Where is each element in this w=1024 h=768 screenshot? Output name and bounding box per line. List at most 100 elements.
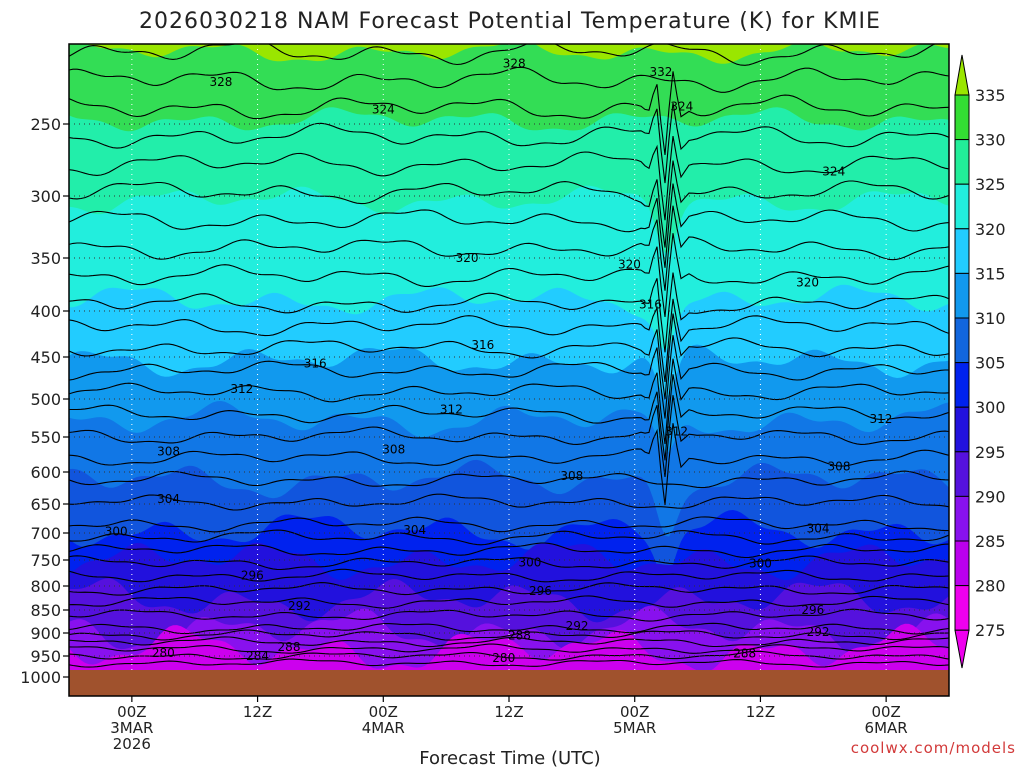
credit-text: coolwx.com/models [851,739,1016,757]
colorbar-segment [954,451,970,497]
contour-line [69,335,949,419]
y-tick-label: 800 [30,577,61,596]
x-tick-label: 3MAR [110,719,153,737]
contour-line [69,374,949,461]
x-tick-label: 00Z [369,703,398,721]
contour-label: 308 [828,459,851,473]
colorbar-arrow-bottom [954,629,970,669]
contour-line [69,582,949,596]
contour-label: 296 [529,584,552,598]
contour-label: 328 [503,57,526,71]
colorbar-segment [954,406,970,453]
y-tick-label: 400 [30,302,61,321]
colorbar-segment [954,272,970,319]
contour-label: 304 [403,523,426,537]
x-tick-label: 12Z [494,703,523,721]
y-tick-label: 1000 [20,668,61,687]
contour-label: 312 [230,382,253,396]
contour-label: 332 [649,65,672,79]
x-tick-label: 5MAR [613,719,656,737]
contour-label: 300 [749,557,772,571]
contour-line [69,233,949,317]
contour-line [69,658,949,668]
contour-line [69,423,949,506]
contour-line [69,555,949,571]
contour-label: 308 [157,445,180,459]
y-tick-label: 550 [30,428,61,447]
contour-line [69,470,949,489]
colorbar-segment [954,139,970,185]
colorbar-label: 335 [975,86,1006,105]
contour-label: 280 [152,646,175,660]
contour-label: 308 [560,469,583,483]
contour-label: 280 [492,651,515,665]
y-tick-label: 650 [30,495,61,514]
x-axis-label: Forecast Time (UTC) [419,748,600,768]
contour-label: 292 [288,599,311,613]
contour-line [69,608,949,622]
contour-label: 296 [241,569,264,583]
colorbar-label: 275 [975,621,1006,640]
contour-line [69,272,949,353]
colorbar-label: 305 [975,354,1006,373]
contour-label: 324 [372,103,395,117]
colorbar-segment [954,495,970,542]
colorbar-label: 280 [975,577,1006,596]
contour-label: 312 [440,403,463,417]
contour-line [69,636,949,648]
chart-title: 2026030218 NAM Forecast Potential Temper… [139,9,881,34]
temperature-bands [69,44,949,696]
y-tick-label: 250 [30,115,61,134]
y-tick-label: 450 [30,348,61,367]
contour-label: 292 [807,625,830,639]
y-tick-label: 700 [30,524,61,543]
x-tick-label: 00Z [117,703,146,721]
y-tick-label: 900 [30,624,61,643]
x-tick-label: 12Z [243,703,272,721]
contour-line [69,622,949,635]
contour-line [69,650,949,661]
contour-line [69,493,949,511]
x-tick-label: 6MAR [865,719,908,737]
contour-line [69,102,949,184]
contour-label: 288 [733,647,756,661]
contour-label: 316 [304,357,327,371]
colorbar-label: 325 [975,175,1006,194]
colorbar-label: 290 [975,487,1006,506]
contour-line [69,629,949,641]
contour-label: 288 [508,628,531,642]
contour-labels: 328 328 332 324 324 324 320 320 320 316 316 316 312 3… [105,57,893,666]
contour-label: 324 [670,100,693,114]
colorbar-segment [954,362,970,408]
contour-label: 320 [456,251,479,265]
contour-line [69,568,949,583]
x-tick-label: 4MAR [362,719,405,737]
x-tick-label: 12Z [746,703,775,721]
contour-label: 296 [801,603,824,617]
y-tick-label: 750 [30,551,61,570]
contour-line [69,643,949,654]
colorbar-segment [954,585,970,631]
contour-label: 288 [278,640,301,654]
plot-area [69,44,949,696]
contour-line [69,298,949,382]
colorbar-segment [954,317,970,364]
contour-label: 304 [807,521,830,535]
colorbar-label: 320 [975,220,1006,239]
contour-label: 312 [665,425,688,439]
ground-surface [69,670,949,696]
colorbar-segment [954,228,970,274]
contour-line [69,71,949,155]
contour-label: 300 [105,524,128,538]
colorbar-label: 330 [975,131,1006,150]
contour-label: 292 [566,619,589,633]
contour-label: 300 [518,556,541,570]
y-tick-label: 350 [30,249,61,268]
contour-label: 316 [471,338,494,352]
y-tick-label: 600 [30,463,61,482]
y-tick-label: 300 [30,187,61,206]
y-tick-label: 950 [30,647,61,666]
colorbar-segment [954,94,970,141]
